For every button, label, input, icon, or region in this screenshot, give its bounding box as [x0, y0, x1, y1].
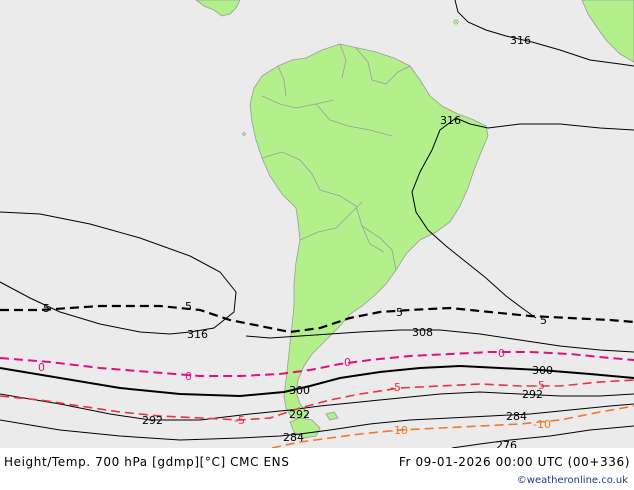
isotherm-minus10 [271, 405, 634, 449]
label-tminus5: -5 [234, 414, 245, 427]
label-292: 292 [289, 408, 310, 421]
label-tminus10: -10 [533, 418, 551, 431]
label-t5: 5 [396, 306, 403, 319]
label-t0: 0 [344, 356, 351, 369]
label-t5: 5 [540, 314, 547, 327]
africa-landmass [581, 0, 634, 63]
label-t5: 5 [185, 300, 192, 313]
height-contour-316-west [0, 211, 237, 335]
label-316: 316 [187, 328, 208, 341]
falkland-islands [325, 411, 339, 421]
isotherm-plus5 [0, 304, 634, 334]
label-316: 316 [510, 34, 531, 47]
label-284: 284 [506, 410, 527, 423]
map-title: Height/Temp. 700 hPa [gdmp][°C] CMC ENS [4, 455, 290, 469]
country-borders [261, 43, 411, 271]
label-tminus5: -5 [534, 379, 545, 392]
height-contour-316-east [411, 117, 634, 319]
label-308: 308 [412, 326, 433, 339]
credit-link[interactable]: ©weatheronline.co.uk [516, 475, 628, 486]
height-contour-300 [0, 364, 634, 398]
isotherm-minus5 [0, 379, 634, 421]
label-292: 292 [142, 414, 163, 427]
height-contour-308 [245, 329, 634, 353]
label-300: 300 [289, 384, 310, 397]
height-contour-316-north [454, 0, 634, 67]
label-tminus10: -10 [390, 424, 408, 437]
map-footer: Height/Temp. 700 hPa [gdmp][°C] CMC ENS … [0, 448, 634, 490]
label-t5: 5 [43, 302, 50, 315]
height-contour-284 [0, 403, 634, 441]
label-300: 300 [532, 364, 553, 377]
label-292: 292 [522, 388, 543, 401]
contour-labels: 316 316 316 308 300 300 292 292 292 284 … [38, 34, 553, 452]
label-t0: 0 [38, 361, 45, 374]
temperature-isotherms [0, 304, 634, 449]
land-layer [195, 0, 634, 439]
central-america-landmass [195, 0, 241, 17]
valid-time: Fr 09-01-2026 00:00 UTC (00+336) [398, 455, 630, 469]
height-contour-276 [451, 425, 634, 449]
label-t0: 0 [185, 370, 192, 383]
label-284: 284 [283, 431, 304, 444]
label-t0: 0 [498, 347, 505, 360]
islands [242, 19, 459, 136]
height-contours [0, 0, 634, 449]
isotherm-0 [0, 351, 634, 377]
label-316: 316 [440, 114, 461, 127]
height-contour-292 [0, 391, 634, 421]
label-tminus5: -5 [390, 381, 401, 394]
